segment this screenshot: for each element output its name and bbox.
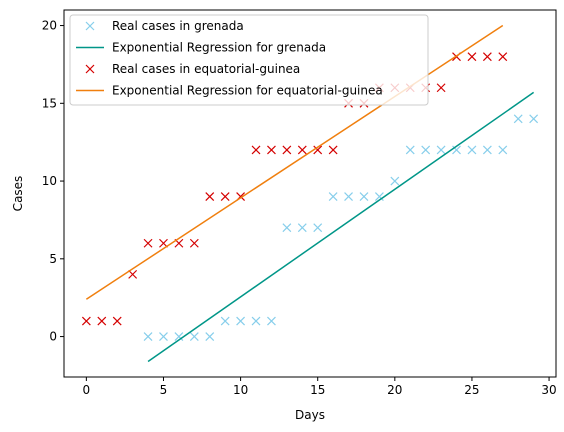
legend-label: Exponential Regression for equatorial-gu… <box>112 84 383 98</box>
y-tick-label: 10 <box>42 174 57 188</box>
data-point <box>436 145 446 155</box>
legend-marker-swatch <box>85 64 95 74</box>
data-point <box>313 145 323 155</box>
axes: 0 5 10 15 20 25 30 0 5 10 15 20 <box>42 19 557 397</box>
data-point <box>189 238 199 248</box>
x-tick-label: 5 <box>160 383 168 397</box>
y-tick-label: 20 <box>42 19 57 33</box>
data-point <box>112 316 122 326</box>
legend-marker-swatch <box>85 21 95 31</box>
data-point <box>328 145 338 155</box>
data-point <box>81 316 91 326</box>
data-point <box>529 114 539 124</box>
legend-entry: Exponential Regression for grenada <box>76 41 326 55</box>
legend-label: Exponential Regression for grenada <box>112 41 326 55</box>
y-tick-label: 0 <box>49 330 57 344</box>
data-point <box>452 145 461 155</box>
data-point <box>189 332 199 341</box>
data-point <box>297 145 307 155</box>
data-point <box>143 332 153 341</box>
data-point <box>498 52 508 62</box>
data-point <box>482 145 492 155</box>
x-tick-label: 0 <box>83 383 91 397</box>
legend-entry: Real cases in equatorial-guinea <box>85 62 300 76</box>
data-point <box>513 114 523 124</box>
data-point <box>236 316 246 326</box>
x-tick-label: 30 <box>541 383 556 397</box>
data-point <box>267 316 276 326</box>
legend-label: Real cases in grenada <box>112 19 244 33</box>
legend: Real cases in grenada Exponential Regress… <box>69 14 429 106</box>
data-point <box>205 192 215 202</box>
data-point <box>374 192 384 202</box>
regression-line-1 <box>147 91 535 363</box>
x-tick-label: 25 <box>464 383 479 397</box>
data-point <box>328 192 338 202</box>
data-point <box>282 145 292 155</box>
data-point <box>482 52 492 62</box>
data-point <box>128 269 138 279</box>
data-point <box>436 83 446 93</box>
data-point <box>205 332 215 341</box>
data-point <box>405 145 415 155</box>
data-point <box>421 145 431 155</box>
plot-frame <box>63 9 557 378</box>
data-point <box>220 316 230 326</box>
plot-area <box>81 24 539 363</box>
data-point <box>251 316 261 326</box>
data-point <box>220 192 230 202</box>
legend-entry: Exponential Regression for equatorial-gu… <box>76 84 383 98</box>
legend-box <box>69 14 429 106</box>
legend-label: Real cases in equatorial-guinea <box>112 62 300 76</box>
data-point <box>467 145 477 155</box>
data-point <box>97 316 107 326</box>
data-point <box>159 332 168 341</box>
data-point <box>467 52 477 62</box>
data-point <box>251 145 261 155</box>
data-point <box>297 223 307 233</box>
data-point <box>390 176 400 186</box>
regression-line-3 <box>85 24 504 300</box>
data-point <box>359 192 369 202</box>
y-axis-label: Cases <box>11 176 25 212</box>
data-point <box>143 238 153 248</box>
y-tick-label: 15 <box>42 96 57 110</box>
data-point <box>282 223 292 233</box>
data-point <box>498 145 508 155</box>
x-tick-label: 20 <box>387 383 402 397</box>
y-tick-label: 5 <box>49 252 57 266</box>
data-point <box>344 192 353 202</box>
x-tick-label: 15 <box>310 383 325 397</box>
x-axis-label: Days <box>295 408 325 422</box>
x-tick-label: 10 <box>233 383 248 397</box>
data-point <box>313 223 323 233</box>
data-point <box>267 145 276 155</box>
data-point <box>174 332 184 341</box>
legend-entry: Real cases in grenada <box>85 19 244 33</box>
